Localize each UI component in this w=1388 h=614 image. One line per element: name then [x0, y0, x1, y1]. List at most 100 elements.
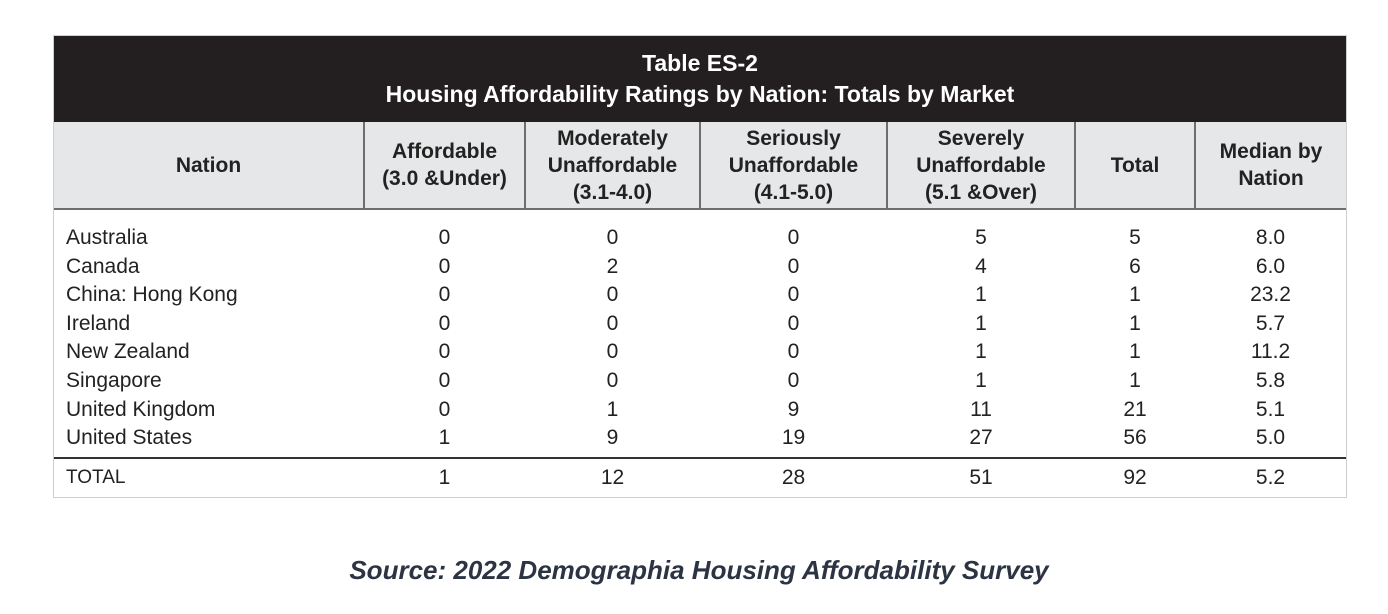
nation-cell: Canada: [66, 254, 140, 278]
table-row: Canada 0 2 0 4 6 6.0: [54, 253, 1346, 282]
total-value: 1: [364, 456, 525, 497]
value-cell: 0: [606, 340, 619, 364]
value-cell: 1: [1129, 340, 1141, 364]
value-cell: 5.1: [1255, 397, 1286, 421]
column-header-line: Seriously: [746, 126, 841, 150]
column-header: Seriously Unaffordable (4.1-5.0): [699, 122, 887, 210]
column-header: Total: [1074, 122, 1195, 210]
value-cell: 1: [438, 426, 451, 450]
column-header-line: (3.0 &Under): [382, 167, 507, 190]
value-cell: 0: [787, 311, 800, 335]
column-header-line: (4.1-5.0): [753, 180, 834, 204]
value-cell: 0: [438, 340, 451, 364]
table-row: United Kingdom 0 1 9 11 21 5.1: [54, 396, 1346, 425]
column-header: Median by Nation: [1194, 122, 1346, 210]
value-cell: 5.8: [1255, 368, 1286, 392]
value-cell: 0: [606, 311, 619, 335]
table-row: United States 1 9 19 27 56 5.0: [54, 424, 1346, 458]
total-value: 12: [525, 456, 700, 497]
total-label: TOTAL: [54, 456, 364, 497]
value-cell: 1: [975, 368, 987, 392]
column-header-line: Affordable: [392, 140, 497, 163]
table-row: Singapore 0 0 0 1 1 5.8: [54, 367, 1346, 396]
header-row: Nation Affordable (3.0 &Under) Moderately Un…: [54, 122, 1346, 210]
value-cell: 2: [606, 254, 619, 278]
value-cell: 5.7: [1255, 311, 1286, 335]
value-cell: 1: [1129, 368, 1141, 392]
total-value: 92: [1075, 456, 1195, 497]
value-cell: 9: [606, 426, 619, 450]
total-value: 51: [887, 456, 1075, 497]
value-cell: 56: [1123, 426, 1147, 450]
value-cell: 1: [975, 340, 987, 364]
value-cell: 0: [606, 283, 619, 307]
data-grid: Nation Affordable (3.0 &Under) Moderately Un…: [54, 122, 1346, 497]
value-cell: 6.0: [1255, 254, 1286, 278]
value-cell: 0: [787, 368, 800, 392]
nation-cell: United Kingdom: [66, 397, 216, 421]
value-cell: 8.0: [1255, 226, 1286, 249]
value-cell: 0: [787, 226, 800, 249]
value-cell: 9: [787, 397, 800, 421]
value-cell: 0: [438, 254, 451, 278]
column-header: Nation: [54, 122, 364, 210]
value-cell: 1: [1129, 311, 1141, 335]
value-cell: 0: [606, 368, 619, 392]
value-cell: 0: [787, 283, 800, 307]
column-header-line: Nation: [1238, 167, 1304, 190]
column-header: Severely Unaffordable (5.1 &Over): [886, 122, 1075, 210]
value-cell: 11: [970, 397, 992, 421]
column-header-line: Severely: [937, 126, 1025, 150]
column-header-line: (3.1-4.0): [572, 180, 653, 204]
value-cell: 0: [787, 254, 800, 278]
table-row: China: Hong Kong 0 0 0 1 1 23.2: [54, 281, 1346, 310]
value-cell: 23.2: [1250, 283, 1291, 307]
value-cell: 19: [781, 426, 806, 450]
value-cell: 0: [438, 283, 451, 307]
value-cell: 1: [606, 397, 619, 421]
nation-cell: Ireland: [66, 311, 131, 335]
source-caption: Source: 2022 Demographia Housing Afforda…: [349, 555, 1049, 585]
column-header-line: (5.1 &Over): [924, 180, 1038, 204]
value-cell: 4: [975, 254, 987, 278]
table-banner: Table ES-2 Housing Affordability Ratings…: [54, 36, 1346, 122]
table-title: Housing Affordability Ratings by Nation:…: [385, 81, 1015, 107]
value-cell: 27: [969, 426, 993, 450]
value-cell: 1: [975, 311, 987, 335]
total-row: TOTAL 1 12 28 51 92 5.2: [54, 456, 1346, 497]
value-cell: 1: [1129, 283, 1141, 307]
value-cell: 21: [1123, 397, 1147, 421]
value-cell: 6: [1129, 254, 1141, 278]
column-header-line: Unaffordable: [547, 153, 678, 177]
nation-cell: New Zealand: [66, 340, 190, 364]
nation-cell: China: Hong Kong: [66, 283, 238, 307]
value-cell: 0: [438, 368, 451, 392]
value-cell: 5: [1129, 226, 1141, 249]
affordability-table: Table ES-2 Housing Affordability Ratings…: [53, 35, 1347, 498]
value-cell: 0: [438, 311, 451, 335]
column-header-line: Moderately: [557, 126, 668, 150]
value-cell: 0: [438, 226, 451, 249]
value-cell: 0: [438, 397, 451, 421]
table-row: Ireland 0 0 0 1 1 5.7: [54, 310, 1346, 339]
column-header: Affordable (3.0 &Under): [363, 122, 525, 210]
table-number: Table ES-2: [642, 50, 758, 76]
value-cell: 5: [975, 226, 987, 249]
table-row: Australia 0 0 0 5 5 8.0: [54, 209, 1346, 253]
column-header-line: Nation: [175, 153, 242, 177]
total-value: 28: [700, 456, 887, 497]
column-header-line: Median by: [1219, 140, 1323, 163]
column-header: Moderately Unaffordable (3.1-4.0): [524, 122, 700, 210]
value-cell: 0: [787, 340, 800, 364]
column-header-line: Total: [1110, 153, 1160, 177]
value-cell: 1: [975, 283, 987, 307]
value-cell: 0: [606, 226, 619, 249]
nation-cell: Australia: [66, 226, 148, 249]
nation-cell: Singapore: [66, 368, 162, 392]
table-row: New Zealand 0 0 0 1 1 11.2: [54, 338, 1346, 367]
column-header-line: Unaffordable: [916, 153, 1046, 177]
column-header-line: Unaffordable: [728, 153, 859, 177]
nation-cell: United States: [66, 426, 193, 450]
total-value: 5.2: [1195, 456, 1346, 497]
value-cell: 5.0: [1255, 426, 1286, 450]
